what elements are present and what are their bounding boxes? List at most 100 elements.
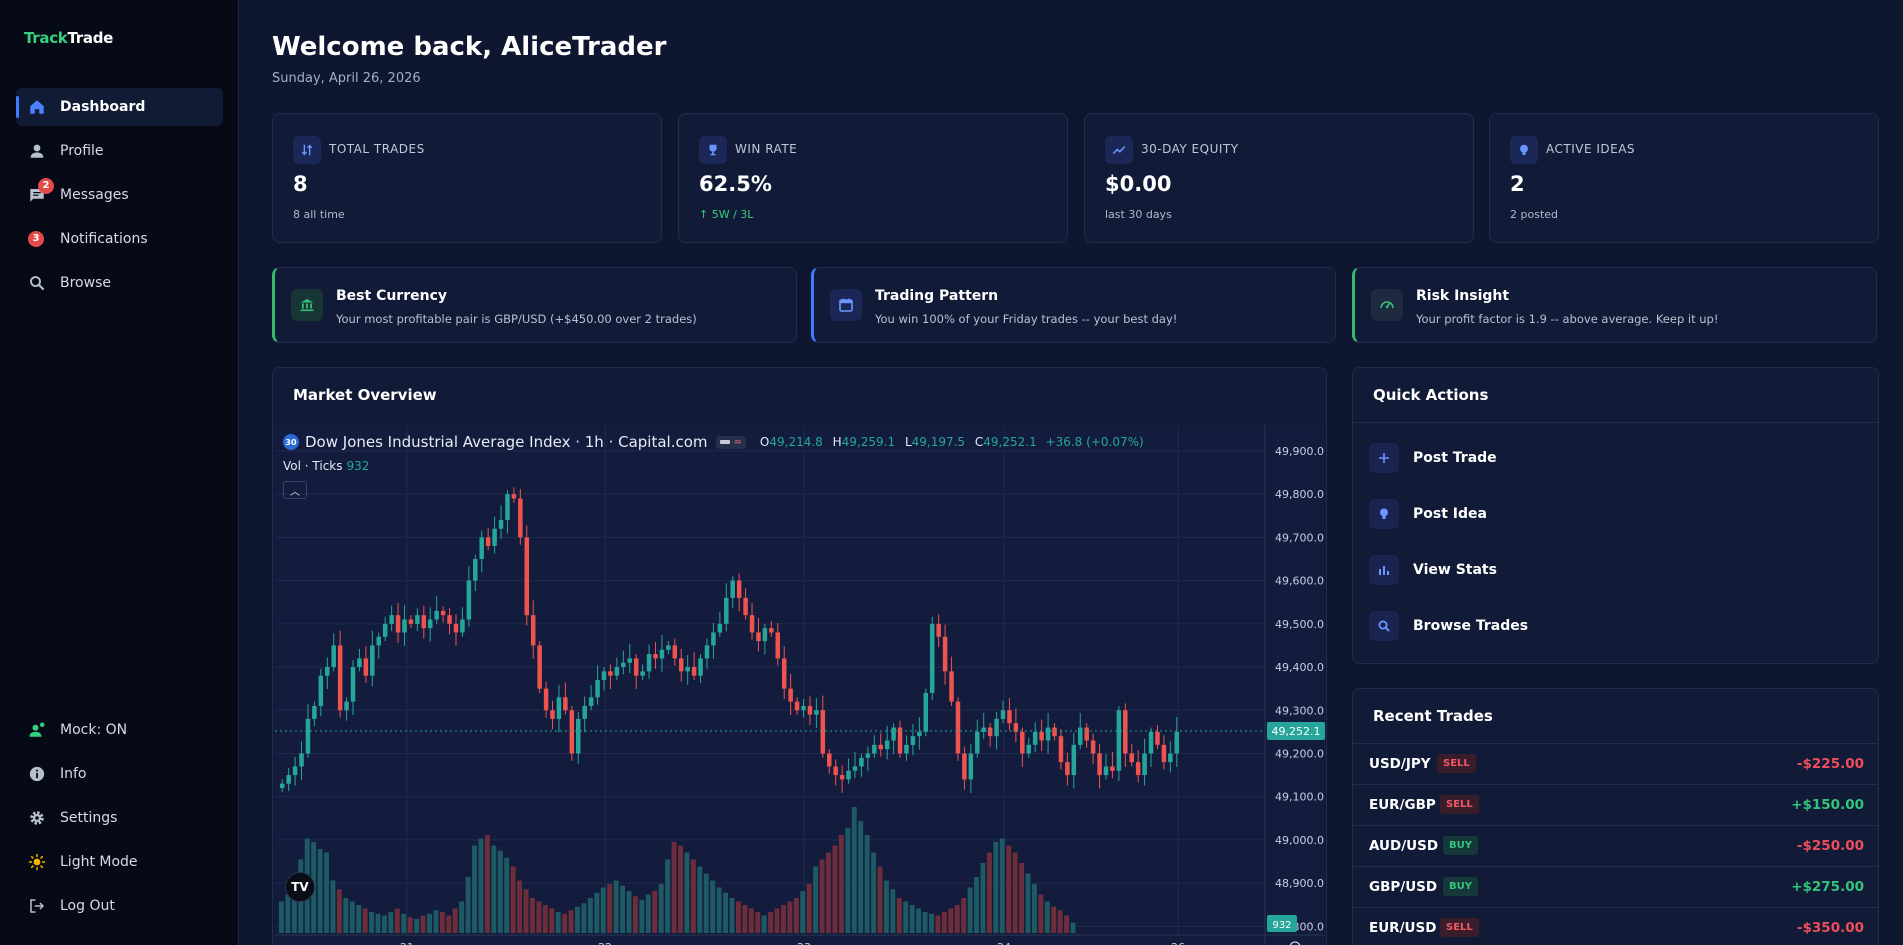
candle-body [1039,731,1044,741]
candle-body [325,667,330,676]
volume-bar [1038,894,1044,933]
candle-body [312,705,317,719]
volume-bar [420,915,426,933]
table-row[interactable]: EUR/USD SELL -$350.00 [1353,907,1878,945]
last-volume-tag [1267,915,1297,932]
candle-body [395,615,401,633]
candle-body [337,645,343,711]
stat-subtext: 2 posted [1510,208,1559,221]
volume-bar [523,889,529,933]
volume-bar [967,887,973,933]
volume-bar [800,891,806,933]
volume-bar [600,887,606,933]
volume-bar [575,906,580,933]
candle-body [1058,736,1064,763]
table-row[interactable]: USD/JPY SELL -$225.00 [1353,743,1878,784]
sun-icon [28,853,46,871]
candle-body [479,537,484,559]
table-row[interactable]: GBP/USD BUY +$275.00 [1353,866,1878,907]
volume-bar [613,880,619,933]
volume-bar [723,892,728,933]
volume-bar [922,912,928,933]
candle-body [769,628,774,633]
candle-body [498,520,504,529]
candle-body [318,675,324,706]
volume-legend: Vol · Ticks 932 [283,459,369,473]
sidebar-item-label: Dashboard [60,99,146,115]
tradingview-logo[interactable]: TV [285,872,315,902]
sidebar-item-logout[interactable]: Log Out [16,887,223,925]
candle-body [357,658,362,668]
insight-title: Risk Insight [1416,288,1510,304]
sidebar-item-mock-toggle[interactable]: Mock: ON [16,711,223,749]
candle-body [305,718,311,754]
lightbulb-icon [1510,136,1538,164]
candle-body [685,667,690,672]
trophy-icon [699,136,727,164]
volume-bar [845,828,851,933]
sidebar-item-messages[interactable]: 2 Messages [16,176,223,214]
sidebar-item-settings[interactable]: Settings [16,799,223,837]
candle-body [530,615,536,646]
candle-body [588,697,594,706]
candle-body [878,744,883,750]
collapse-legend-button[interactable]: ︿ [283,481,307,499]
candle-body [1077,727,1083,745]
trade-side-badge: SELL [1440,795,1479,814]
chart-mode-toggle[interactable]: ≈ [715,435,746,449]
sidebar-item-profile[interactable]: Profile [16,132,223,170]
candlestick-chart[interactable]: 49,900.0 49,800.0 49,700.0 49,600.0 49,500.0… [275,425,1325,945]
insight-trading-pattern: Trading Pattern You win 100% of your Fri… [811,267,1336,343]
post-idea-button[interactable]: Post Idea [1369,499,1849,529]
logo-prefix: Track [24,29,68,47]
volume-bar [993,842,999,933]
sidebar-item-light-mode[interactable]: Light Mode [16,843,223,881]
volume-bar [459,901,465,933]
table-row[interactable]: AUD/USD BUY -$250.00 [1353,825,1878,866]
browse-trades-button[interactable]: Browse Trades [1369,611,1849,641]
volume-bar [658,884,664,933]
x-tick-label: 26 [1171,941,1185,945]
candle-body [859,757,864,767]
candle-body [1052,727,1057,737]
volume-bar [343,898,349,933]
volume-bar [568,910,574,933]
candle-body [1000,710,1006,719]
table-row[interactable]: EUR/GBP SELL +$150.00 [1353,784,1878,825]
candle-body [415,615,420,624]
tradingview-chart[interactable]: 49,900.0 49,800.0 49,700.0 49,600.0 49,500.0… [275,425,1325,945]
volume-bar [690,859,696,933]
candle-body [350,667,356,702]
stat-card-active-ideas: ACTIVE IDEAS 2 2 posted [1489,113,1879,243]
candle-body [563,697,568,711]
candle-body [897,727,903,754]
volume-bar [703,873,709,933]
page-title: Welcome back, AliceTrader [272,32,667,62]
candle-body [627,658,632,663]
volume-bar [433,910,439,933]
x-tick-label: 24 [997,941,1011,945]
candle-body [936,623,941,637]
logo-accent: Trade [67,29,113,47]
sidebar-item-dashboard[interactable]: Dashboard [16,88,223,126]
candle-body [929,623,935,693]
y-tick-label: 49,500.0 [1275,618,1324,631]
view-stats-button[interactable]: View Stats [1369,555,1849,585]
candle-body [904,744,909,754]
app-logo[interactable]: TrackTrade [24,29,113,47]
ohlc-readout: O49,214.8 H49,259.1 L49,197.5 C49,252.1 … [759,435,1144,449]
post-trade-button[interactable]: Post Trade [1369,443,1849,473]
candle-body [807,705,813,715]
sidebar-item-browse[interactable]: Browse [16,264,223,302]
candle-body [801,705,806,711]
volume-bar [324,852,329,933]
sidebar-item-info[interactable]: Info [16,755,223,793]
candle-body [1084,727,1089,741]
volume-bar [710,880,716,933]
sidebar-item-notifications[interactable]: 3 Notifications [16,220,223,258]
candle-body [1097,753,1102,776]
volume-bar [439,912,445,933]
chevron-up-icon: ︿ [290,486,300,498]
candle-body [1020,731,1025,754]
candle-body [852,766,858,771]
